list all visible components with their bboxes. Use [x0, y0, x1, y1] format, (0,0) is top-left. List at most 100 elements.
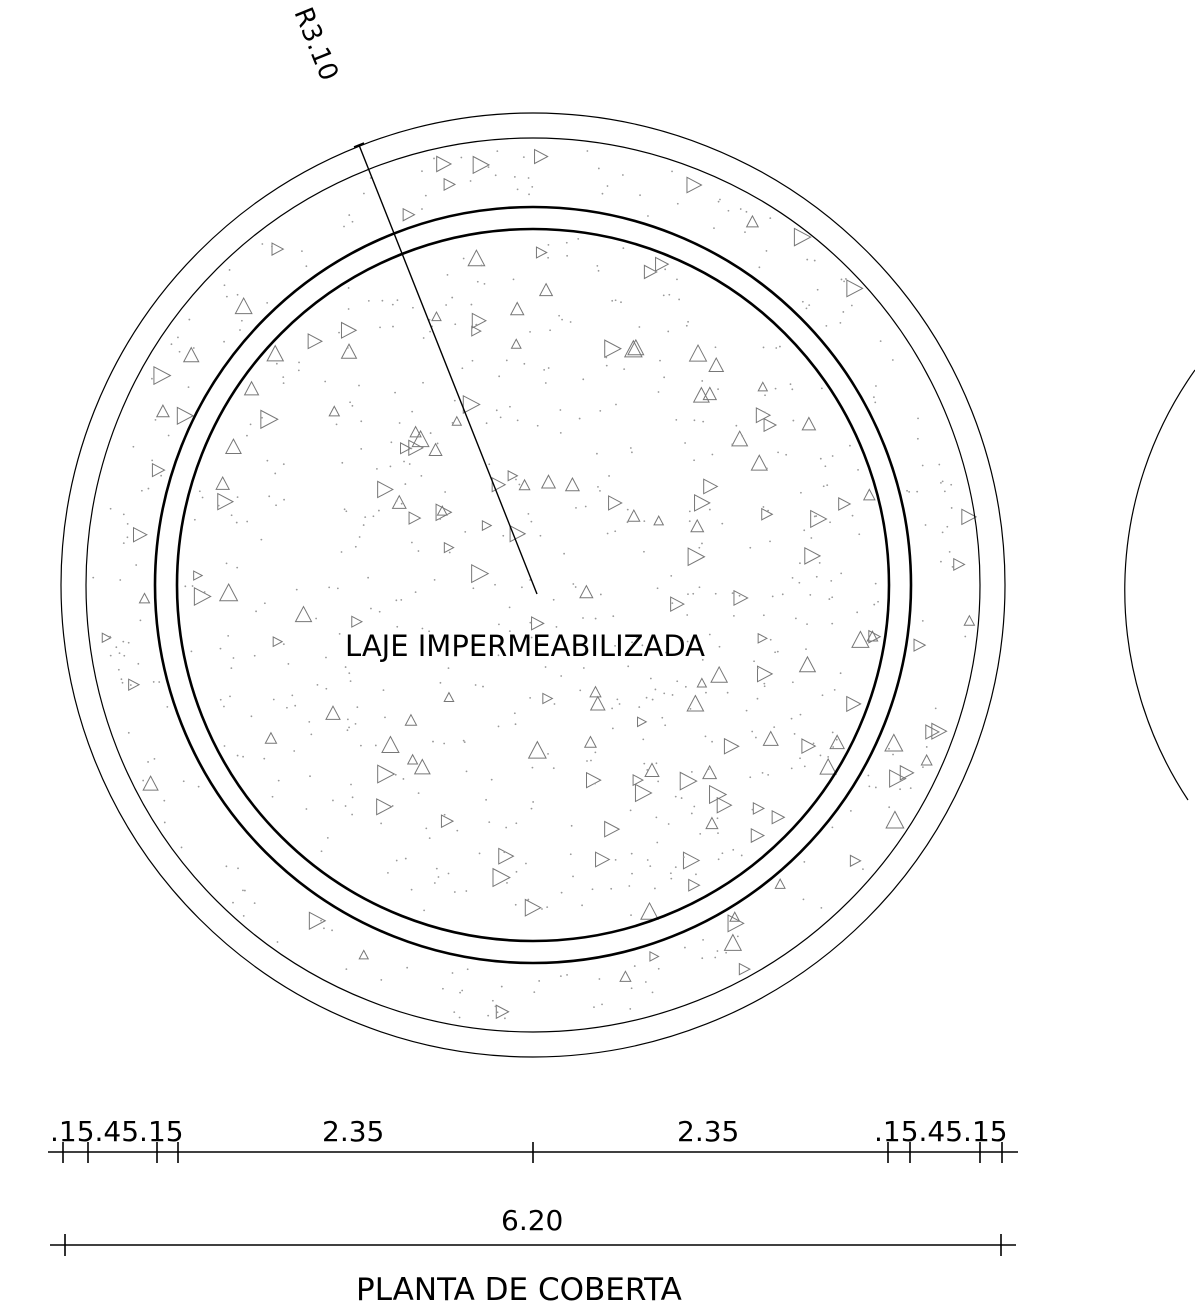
hatch-triangle — [451, 415, 463, 426]
hatch-dot — [635, 636, 638, 639]
hatch-dot — [771, 595, 774, 598]
hatch-dot — [293, 750, 296, 752]
hatch-dot — [417, 550, 420, 552]
hatch-dot — [717, 200, 720, 203]
hatch-dot — [358, 384, 360, 387]
hatch-triangle — [731, 430, 749, 447]
hatch-dot — [798, 581, 801, 584]
hatch-dot — [763, 685, 766, 688]
hatch-dot — [831, 826, 834, 829]
hatch-dot — [412, 306, 414, 309]
hatch-dot — [443, 742, 446, 745]
hatch-dot — [656, 841, 659, 844]
hatch-dot — [851, 514, 854, 517]
hatch-dot — [546, 906, 549, 909]
hatch-triangle — [819, 757, 838, 775]
hatch-dot — [669, 872, 672, 875]
hatch-triangle — [564, 476, 580, 492]
dim-right-main: 2.35 — [677, 1115, 739, 1148]
hatch-dot — [387, 872, 389, 874]
hatch-dot — [163, 799, 166, 802]
hatch-dot — [376, 467, 378, 470]
hatch-dot — [274, 472, 277, 475]
hatch-dot — [514, 903, 517, 906]
hatch-triangle — [435, 503, 453, 522]
hatch-dot — [698, 546, 701, 549]
hatch-dot — [605, 356, 608, 359]
hatch-dot — [620, 301, 622, 304]
hatch-dot — [774, 651, 777, 654]
hatch-dot — [180, 846, 183, 849]
radius-label: R3.10 — [288, 3, 344, 85]
hatch-dot — [806, 258, 809, 261]
hatch-dot — [657, 780, 660, 783]
hatch-dot — [649, 865, 652, 868]
hatch-dot — [271, 795, 274, 798]
hatch-dot — [849, 810, 852, 812]
hatch-dot — [480, 264, 483, 267]
hatch-dot — [718, 645, 721, 648]
hatch-dot — [508, 630, 511, 633]
hatch-dot — [791, 388, 794, 391]
hatch-dot — [868, 785, 871, 788]
hatch-dot — [799, 713, 802, 716]
hatch-dot — [498, 623, 500, 626]
hatch-triangle — [481, 520, 493, 532]
hatch-dot — [544, 666, 547, 668]
hatch-dot — [714, 346, 717, 349]
hatch-dot — [132, 445, 135, 448]
hatch-dot — [606, 185, 609, 187]
hatch-dot — [725, 951, 728, 954]
hatch-triangle — [709, 784, 728, 805]
hatch-triangle — [264, 731, 278, 744]
hatch-dot — [151, 377, 153, 380]
hatch-triangle — [340, 343, 358, 359]
hatch-dot — [343, 225, 345, 228]
hatch-dot — [532, 801, 535, 803]
hatch-dot — [396, 625, 399, 628]
hatch-dot — [719, 198, 721, 201]
hatch-dot — [615, 403, 617, 406]
hatch-dot — [611, 727, 614, 730]
hatch-dot — [410, 888, 413, 891]
hatch-dot — [626, 521, 629, 524]
hatch-dot — [645, 696, 648, 699]
outer-wall-circle — [85, 137, 981, 1033]
hatch-dot — [769, 217, 772, 220]
hatch-dot — [721, 522, 724, 525]
hatch-triangle — [653, 515, 665, 526]
hatch-dot — [749, 546, 752, 549]
hatch-dot — [628, 885, 631, 887]
hatch-dot — [769, 638, 772, 641]
hatch-dot — [521, 586, 523, 589]
hatch-dot — [500, 985, 503, 988]
hatch-dot — [436, 442, 439, 445]
hatch-dot — [410, 541, 413, 544]
hatch-dot — [246, 520, 249, 523]
hatch-dot — [655, 816, 658, 819]
hatch-dot — [478, 852, 481, 855]
hatch-dot — [346, 718, 349, 721]
hatch-dot — [158, 681, 161, 683]
hatch-dot — [686, 640, 689, 643]
hatch-dot — [382, 689, 385, 692]
hatch-dot — [250, 715, 253, 718]
hatch-dot — [229, 695, 231, 698]
hatch-dot — [298, 361, 300, 364]
hatch-dot — [833, 689, 836, 691]
hatch-dot — [606, 532, 609, 535]
hatch-triangle — [535, 246, 548, 259]
hatch-dot — [826, 484, 829, 487]
hatch-dot — [378, 610, 381, 613]
hatch-triangle — [686, 176, 703, 194]
hatch-dot — [924, 524, 927, 526]
hatch-triangle — [688, 344, 708, 362]
hatch-dot — [693, 459, 696, 462]
hatch-dot — [487, 166, 490, 168]
hatch-dot — [941, 480, 944, 483]
hatch-dot — [408, 463, 411, 465]
hatch-triangle — [155, 404, 170, 418]
hatch-dot — [579, 689, 582, 692]
hatch-dot — [295, 588, 298, 591]
hatch-dot — [676, 680, 679, 683]
